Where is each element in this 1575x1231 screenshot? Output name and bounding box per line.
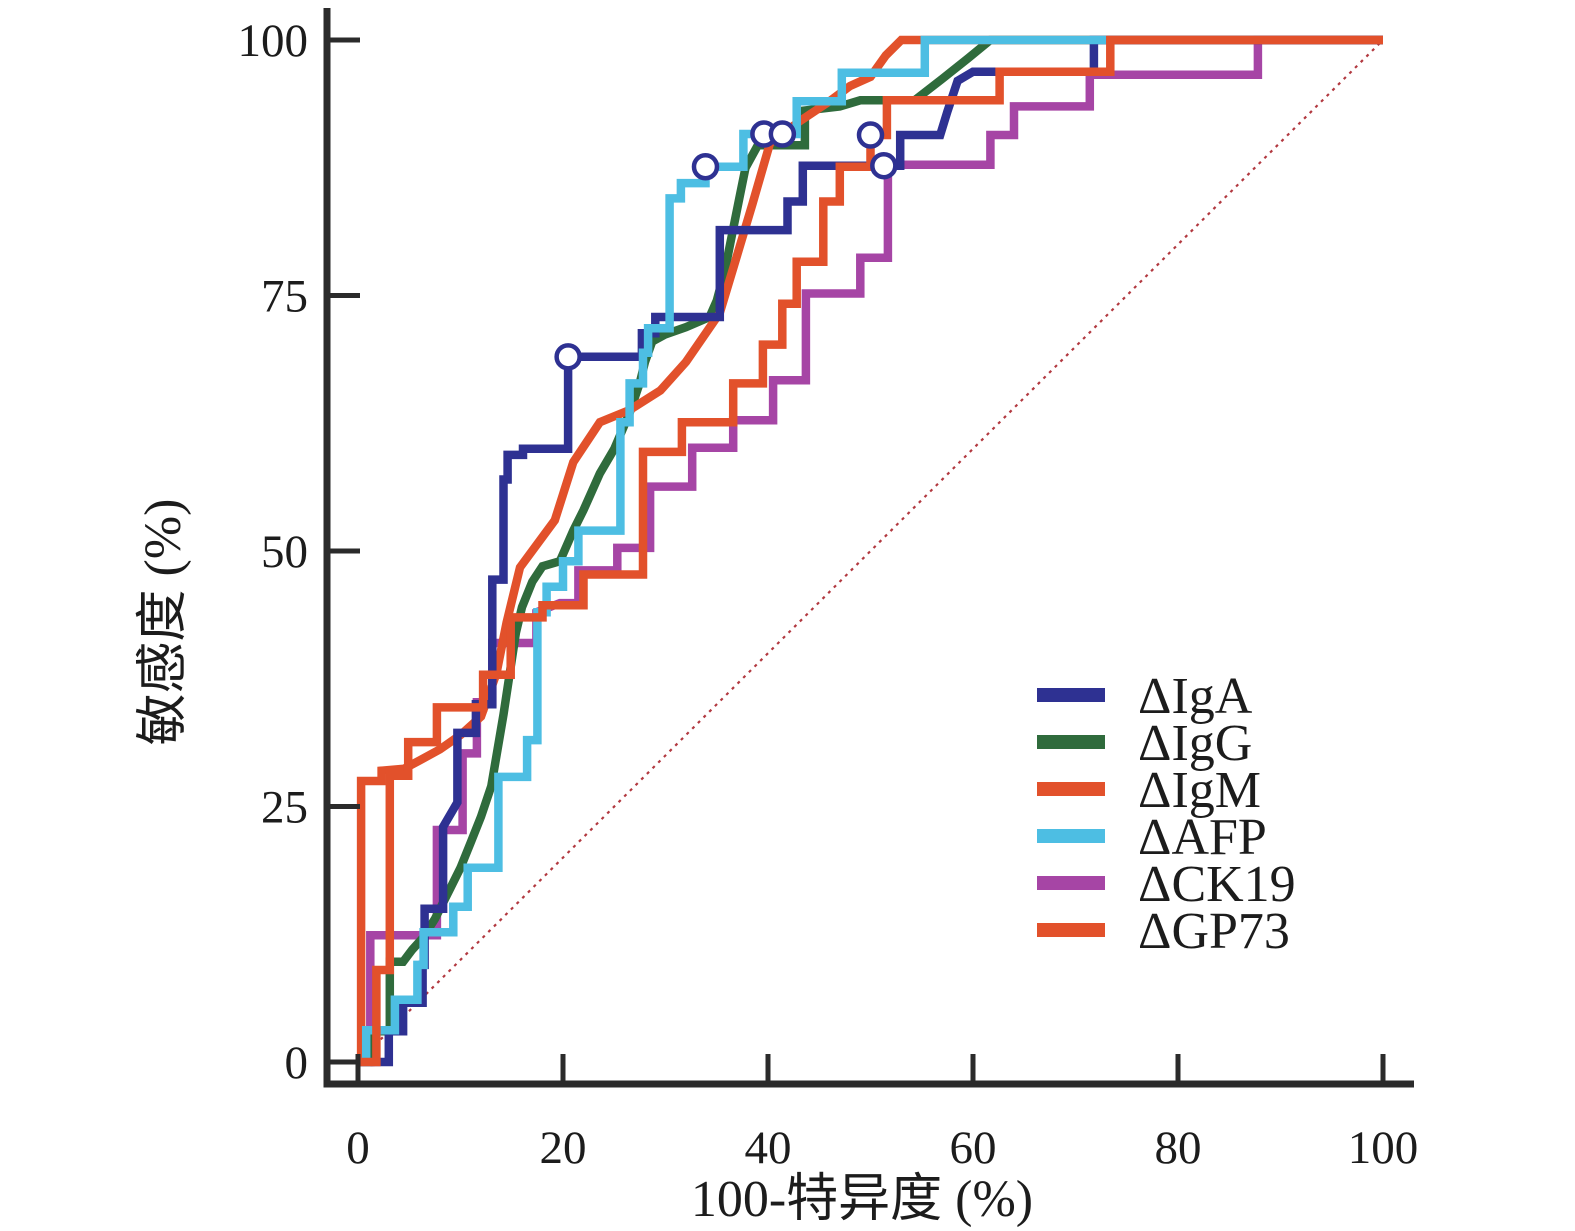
y-tick-label: 100 [238,15,309,67]
cutoff-marker [691,152,720,181]
x-tick-label: 60 [950,1122,997,1174]
legend-item-ck19: ΔCK19 [1037,856,1296,913]
curve-ck19 [358,35,1383,1067]
cutoff-marker [856,121,885,149]
axes: 0 20 40 60 80 100 0 25 50 75 100 [238,8,1419,1174]
y-tick-label: 50 [261,526,308,578]
cutoff-marker [554,343,582,371]
legend-label-igg: ΔIgG [1138,715,1252,772]
x-tick-label: 100 [1348,1122,1419,1174]
legend-item-igm: ΔIgM [1037,762,1261,819]
cutoff-marker [768,120,797,148]
cutoff-marker [870,151,898,180]
legend-label-iga: ΔIgA [1138,668,1253,725]
curve-afp [358,35,1107,1067]
x-tick-label: 20 [540,1122,587,1174]
x-axis-title: 100-特异度 (%) [691,1171,1033,1228]
y-tick-label: 75 [261,271,308,323]
legend-label-afp: ΔAFP [1138,809,1267,866]
legend-label-ck19: ΔCK19 [1138,856,1296,913]
x-tick-label: 0 [346,1122,370,1174]
legend-item-igg: ΔIgG [1037,715,1252,772]
x-tick-label: 80 [1155,1122,1202,1174]
x-tick-label: 40 [745,1122,792,1174]
legend-item-gp73: ΔGP73 [1037,903,1290,960]
legend-item-iga: ΔIgA [1037,668,1253,725]
legend-item-afp: ΔAFP [1037,809,1267,866]
legend-label-gp73: ΔGP73 [1138,903,1290,960]
legend-label-igm: ΔIgM [1138,762,1261,819]
y-axis-title: 敏感度 (%) [135,499,192,746]
curve-igg [358,35,1383,1067]
reference-diagonal [357,39,1384,1063]
y-tick-label: 0 [285,1037,309,1089]
y-tick-label: 25 [261,782,308,834]
